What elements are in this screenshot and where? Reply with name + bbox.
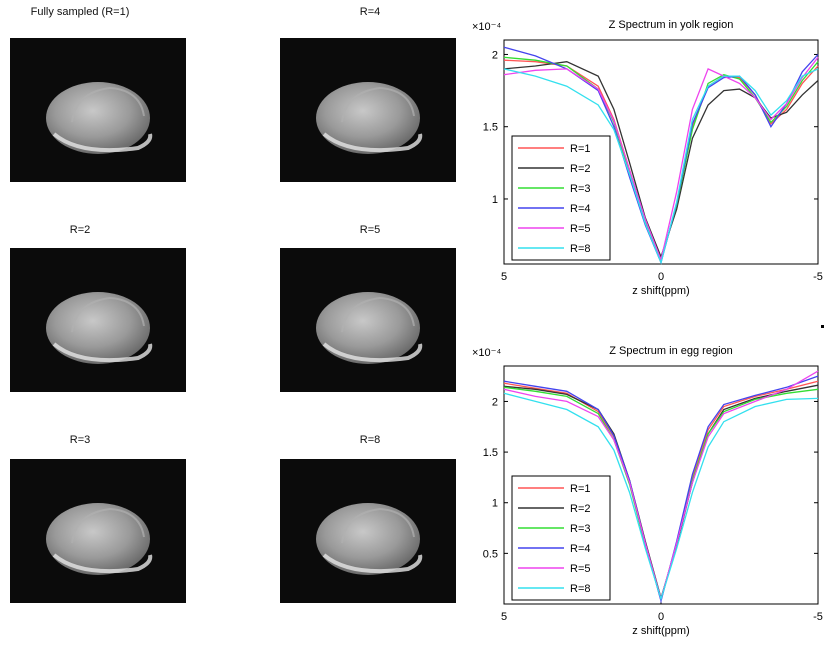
legend-label: R=3: [570, 183, 591, 195]
x-tick-label: 0: [658, 611, 664, 623]
stray-dot: [821, 325, 824, 328]
y-tick-label: 1: [492, 194, 498, 206]
egg-highlight: [322, 132, 423, 153]
egg-highlight: [322, 342, 423, 363]
x-axis-label: z shift(ppm): [632, 285, 689, 297]
x-tick-label: 5: [501, 271, 507, 283]
mri-image-1: [10, 38, 186, 182]
mri-image-2: [10, 248, 186, 392]
yolk-outline: [71, 507, 145, 544]
legend-label: R=1: [570, 143, 591, 155]
legend-label: R=4: [570, 203, 591, 215]
egg-shape: [316, 503, 420, 575]
yolk-outline: [341, 507, 415, 544]
legend-label: R=8: [570, 243, 591, 255]
legend-label: R=1: [570, 483, 591, 495]
mri-label-1: Fully sampled (R=1): [30, 6, 130, 18]
yolk-outline: [341, 296, 415, 333]
egg-spectrum-panel: Z Spectrum in egg region ×10⁻⁴ 0.5 1 1.5 2 5 0 -…: [470, 330, 826, 640]
y-tick-label: 1.5: [483, 122, 498, 134]
egg-shape: [316, 292, 420, 364]
legend-box: [511, 135, 611, 261]
x-tick-label: -5: [813, 611, 823, 623]
egg-spectrum-chart: Z Spectrum in egg region ×10⁻⁴ 0.5 1 1.5 2 5 0 -…: [472, 345, 823, 637]
y-tick-label: 1: [492, 498, 498, 510]
mri-image-3: [10, 459, 186, 603]
y-tick-label: 0.5: [483, 548, 498, 560]
chart-title: Z Spectrum in egg region: [609, 345, 733, 357]
mri-label-6: R=8: [359, 434, 381, 446]
egg-shape: [46, 82, 150, 154]
legend-label: R=8: [570, 583, 591, 595]
legend-label: R=5: [570, 223, 591, 235]
yolk-outline: [71, 86, 145, 123]
chart-title: Z Spectrum in yolk region: [609, 19, 734, 31]
legend-label: R=3: [570, 523, 591, 535]
yolk-spectrum-panel: Z Spectrum in yolk region ×10⁻⁴ 1 1.5 2 5 0 -5 z…: [470, 0, 826, 312]
y-tick-label: 1.5: [483, 447, 498, 459]
x-tick-label: -5: [813, 271, 823, 283]
series-line-r-8: [503, 392, 819, 602]
mri-image-6: [280, 459, 456, 603]
egg-shape: [46, 503, 150, 575]
y-multiplier: ×10⁻⁴: [472, 347, 501, 359]
egg-highlight: [322, 553, 423, 574]
mri-label-2: R=2: [69, 224, 91, 236]
egg-highlight: [52, 342, 153, 363]
mri-image-5: [280, 248, 456, 392]
egg-shape: [46, 292, 150, 364]
x-axis-label: z shift(ppm): [632, 625, 689, 637]
mri-image-4: [280, 38, 456, 182]
series-line-r-5: [503, 56, 819, 262]
legend-label: R=2: [570, 503, 591, 515]
mri-label-3: R=3: [69, 434, 91, 446]
legend-label: R=2: [570, 163, 591, 175]
egg-shape: [316, 82, 420, 154]
egg-highlight: [52, 553, 153, 574]
y-tick-label: 2: [492, 49, 498, 61]
legend-label: R=5: [570, 563, 591, 575]
legend-box: [511, 475, 611, 601]
yolk-outline: [71, 296, 145, 333]
y-tick-label: 2: [492, 396, 498, 408]
y-multiplier: ×10⁻⁴: [472, 21, 501, 33]
mri-label-5: R=5: [359, 224, 381, 236]
yolk-spectrum-chart: Z Spectrum in yolk region ×10⁻⁴ 1 1.5 2 5 0 -5 z…: [472, 19, 823, 297]
series-line-r-8: [503, 68, 819, 265]
mri-label-4: R=4: [359, 6, 381, 18]
legend-label: R=4: [570, 543, 591, 555]
x-tick-label: 0: [658, 271, 664, 283]
x-tick-label: 5: [501, 611, 507, 623]
egg-highlight: [52, 132, 153, 153]
yolk-outline: [341, 86, 415, 123]
